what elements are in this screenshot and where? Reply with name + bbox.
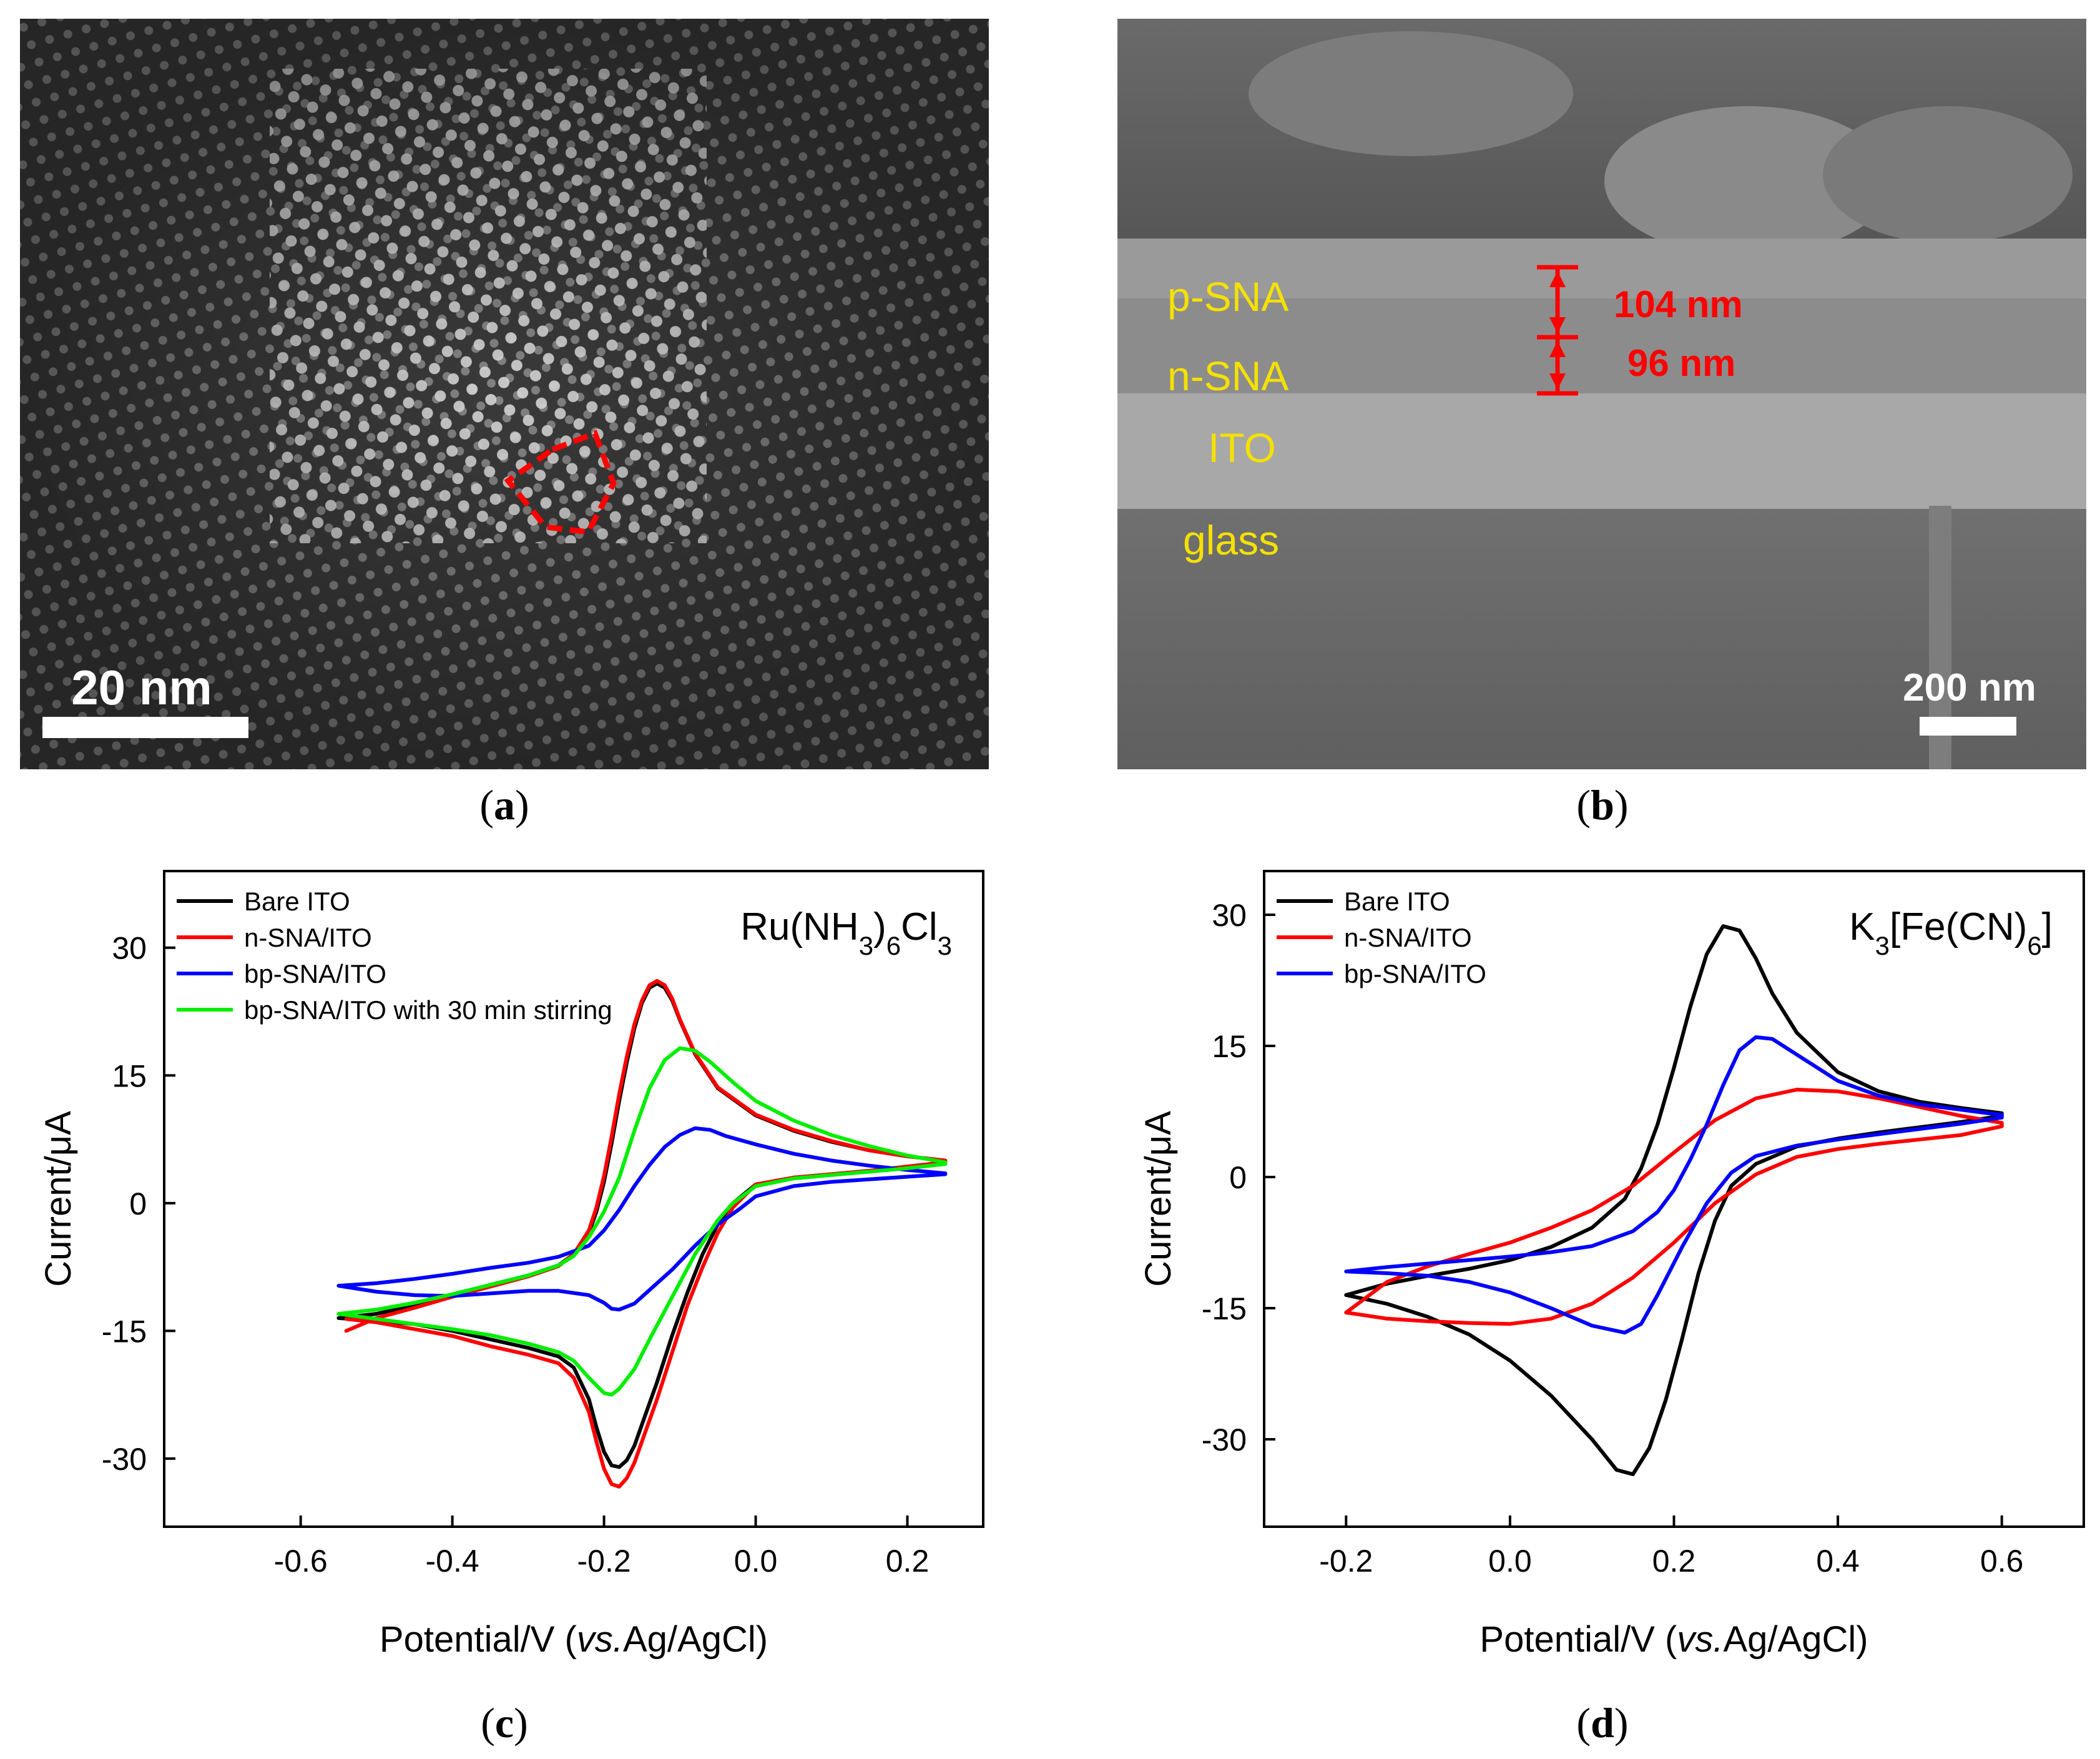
scale-bar-label-b: 200 nm — [1903, 666, 2036, 709]
scale-bar-b — [1920, 717, 2016, 736]
legend-label: n-SNA/ITO — [1344, 923, 1472, 952]
thickness-indicator — [1537, 265, 1578, 396]
x-axis-label: Potential/V (vs.Ag/AgCl) — [1479, 1619, 1868, 1660]
series-line-bare-ito — [336, 982, 948, 1469]
x-tick-label: 0.6 — [1980, 1544, 2024, 1579]
legend-label: Bare ITO — [244, 887, 350, 916]
series-line-n-sna-ito — [1344, 1088, 2004, 1326]
hexagon-highlight — [504, 430, 617, 535]
chart-title: K3[Fe(CN)6] — [1849, 905, 2053, 960]
y-tick-label: 0 — [1229, 1160, 1247, 1195]
y-tick-label: -30 — [102, 1442, 147, 1477]
plot-frame — [163, 870, 984, 1528]
y-tick-label: 15 — [112, 1058, 147, 1093]
chart-title: Ru(NH3)6Cl3 — [740, 905, 952, 960]
legend-label: bp-SNA/ITO with 30 min stirring — [244, 995, 612, 1025]
series-line-bp-sna-ito — [336, 1126, 948, 1312]
y-tick-label: 30 — [112, 931, 147, 966]
x-tick-label: -0.2 — [1319, 1544, 1373, 1579]
sem-image: p-SNA n-SNA ITO glass 104 nm 96 nm 200 n… — [1117, 19, 2086, 769]
x-tick-label: 0.0 — [1488, 1544, 1532, 1579]
sem-image-svg: p-SNA n-SNA ITO glass 104 nm 96 nm 200 n… — [1117, 19, 2086, 769]
legend-label: Bare ITO — [1344, 887, 1450, 916]
series-line-bp-sna-ito-with-30-min-stirring — [336, 1046, 948, 1397]
x-tick-label: -0.6 — [274, 1544, 328, 1579]
y-axis-label: Current/μA — [38, 1111, 79, 1287]
legend-label: bp-SNA/ITO — [1344, 959, 1486, 988]
tem-image-svg: 20 nm — [20, 19, 989, 769]
series-line-bp-sna-ito — [1344, 1035, 2004, 1335]
series-line-bare-ito — [1344, 924, 2004, 1476]
scale-bar-label-a: 20 nm — [71, 660, 212, 715]
y-tick-label: -15 — [1202, 1291, 1247, 1326]
legend-label: bp-SNA/ITO — [244, 959, 386, 988]
y-tick-label: 0 — [129, 1186, 147, 1221]
x-tick-label: 0.2 — [886, 1544, 930, 1579]
chart-c: -0.6 -0.4 -0.2 0.0 0.2 -30 -15 0 15 30 Potential/V… — [38, 870, 984, 1660]
y-tick-label: 30 — [1212, 898, 1247, 933]
panel-label-b: (b) — [1576, 781, 1629, 829]
x-tick-label: -0.2 — [577, 1544, 631, 1579]
y-tick-label: -15 — [102, 1314, 147, 1349]
x-axis-label: Potential/V (vs.Ag/AgCl) — [380, 1619, 768, 1660]
x-tick-label: -0.4 — [426, 1544, 479, 1579]
legend-label: n-SNA/ITO — [244, 923, 372, 952]
panel-label-c: (c) — [481, 1699, 528, 1747]
panel-label-d: (d) — [1576, 1699, 1629, 1747]
layer-label-p-sna: p-SNA — [1167, 273, 1288, 320]
thickness-label-p-sna: 104 nm — [1614, 283, 1743, 325]
tem-image: 20 nm — [20, 19, 989, 769]
x-tick-label: 0.0 — [734, 1544, 778, 1579]
x-tick-label: 0.4 — [1816, 1544, 1860, 1579]
thickness-label-n-sna: 96 nm — [1627, 342, 1735, 384]
layer-label-n-sna: n-SNA — [1167, 353, 1288, 399]
y-tick-label: 15 — [1212, 1029, 1247, 1064]
x-tick-label: 0.2 — [1652, 1544, 1696, 1579]
layer-label-ito: ITO — [1208, 425, 1276, 471]
y-axis-label: Current/μA — [1138, 1111, 1179, 1287]
y-tick-label: -30 — [1202, 1422, 1247, 1457]
scale-bar-a — [42, 717, 248, 738]
layer-label-glass: glass — [1183, 517, 1279, 563]
chart-d: -0.2 0.0 0.2 0.4 0.6 -30 -15 0 15 30 Potential/V (… — [1138, 870, 2085, 1660]
panel-label-a: (a) — [479, 781, 529, 829]
